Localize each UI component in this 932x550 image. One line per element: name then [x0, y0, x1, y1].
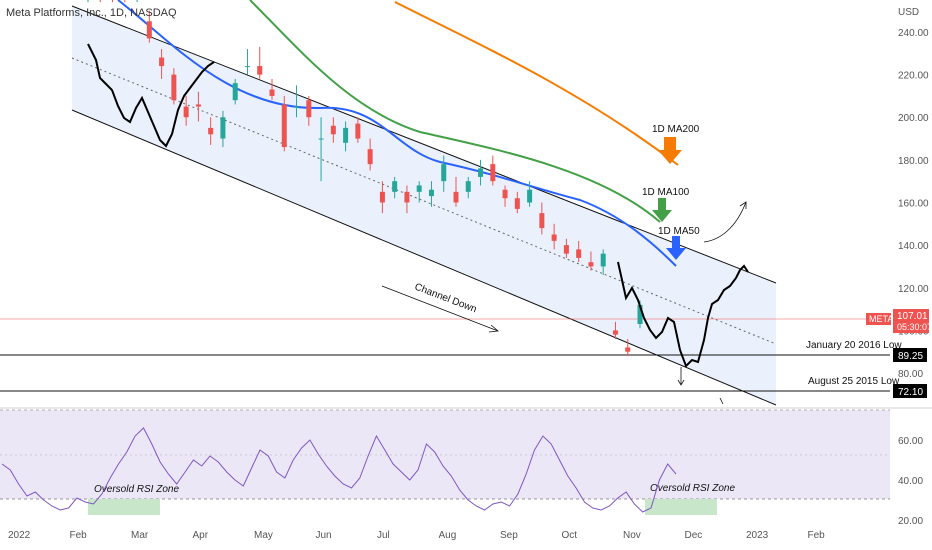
candle-body: [539, 213, 544, 228]
candle-body: [503, 190, 508, 199]
price-tick-label: 240.00: [898, 28, 929, 39]
candle-body: [478, 168, 483, 177]
candle-body: [306, 100, 311, 117]
time-axis: 2022 Feb Mar Apr May Jun Jul Aug Sep Oct Nov Dec 202…: [8, 530, 825, 541]
rsi-tick-label: 40.00: [898, 476, 923, 487]
rsi-tick-label: 60.00: [898, 436, 923, 447]
candle-body: [466, 181, 471, 192]
candle-body: [282, 104, 287, 147]
ma200-label: 1D MA200: [652, 124, 700, 135]
price-tick-label: 80.00: [898, 369, 923, 380]
candle-body: [233, 83, 238, 100]
price-tick-label: 140.00: [898, 241, 929, 252]
rsi-oversold-zone-right: [645, 499, 717, 515]
level-label-2: August 25 2015 Low: [808, 376, 900, 387]
candle-body: [355, 124, 360, 139]
time-tick-label: Feb: [70, 530, 88, 541]
level-label-1: January 20 2016 Low: [806, 340, 902, 351]
candle-body: [208, 128, 213, 134]
candle-body: [294, 107, 299, 108]
time-tick-label: Apr: [193, 530, 209, 541]
time-tick-label: Mar: [131, 530, 149, 541]
candle-body: [613, 330, 618, 334]
candle-body: [331, 126, 336, 135]
price-tick-label: 200.00: [898, 113, 929, 124]
time-tick-label: Oct: [562, 530, 578, 541]
candle-body: [576, 249, 581, 258]
price-tick-label: 160.00: [898, 199, 929, 210]
candle-body: [515, 198, 520, 209]
candle-body: [454, 192, 459, 203]
candle-body: [441, 164, 446, 181]
candle-body: [245, 66, 250, 67]
time-tick-label: Jul: [377, 530, 390, 541]
candle-body: [564, 245, 569, 254]
rsi-axis: 20.00 40.00 60.00: [898, 436, 923, 527]
level-tag-1: 89.25: [898, 351, 923, 362]
price-tick-label: 220.00: [898, 71, 929, 82]
candle-body: [184, 107, 189, 118]
candle-body: [319, 139, 324, 140]
rsi-zone-label-left: Oversold RSI Zone: [94, 484, 179, 495]
candle-body: [220, 117, 225, 138]
countdown-tag: 05:30:07: [897, 322, 932, 332]
rsi-oversold-zone-left: [88, 499, 160, 515]
candle-body: [490, 164, 495, 181]
candle-body: [404, 192, 409, 203]
candle-body: [392, 181, 397, 192]
time-tick-label: Sep: [500, 530, 518, 541]
time-tick-label: Dec: [685, 530, 703, 541]
chart-title: Meta Platforms, Inc., 1D, NASDAQ: [6, 7, 177, 19]
price-tick-label: 180.00: [898, 156, 929, 167]
candle-body: [552, 234, 557, 240]
ma50-label: 1D MA50: [658, 226, 700, 237]
candle-body: [417, 185, 422, 191]
symbol-tag: META: [869, 314, 893, 324]
candle-body: [380, 192, 385, 203]
level-tag-2: 72.10: [898, 387, 923, 398]
time-tick-label: Feb: [808, 530, 826, 541]
price-tag: 107.01: [897, 311, 928, 322]
time-tick-label: May: [254, 530, 273, 541]
candle-body: [601, 254, 606, 267]
candle-body: [368, 149, 373, 164]
candle-body: [588, 262, 593, 266]
rsi-zone-label-right: Oversold RSI Zone: [650, 483, 735, 494]
candle-body: [343, 128, 348, 143]
ma100-label: 1D MA100: [642, 187, 690, 198]
time-tick-label: 2022: [8, 530, 31, 541]
currency-label: USD: [898, 7, 919, 18]
candle-body: [171, 75, 176, 101]
candle-body: [625, 347, 630, 351]
candle-body: [257, 66, 262, 75]
time-tick-label: Jun: [316, 530, 332, 541]
candle-body: [159, 58, 164, 67]
price-tick-label: 120.00: [898, 284, 929, 295]
time-tick-label: Nov: [623, 530, 641, 541]
rsi-tick-label: 20.00: [898, 516, 923, 527]
candle-body: [147, 21, 152, 38]
time-tick-label: Aug: [439, 530, 457, 541]
candle-body: [270, 90, 275, 96]
candle-body: [196, 104, 201, 106]
candle-body: [527, 190, 532, 203]
candle-body: [429, 190, 434, 196]
time-tick-label: 2023: [746, 530, 769, 541]
